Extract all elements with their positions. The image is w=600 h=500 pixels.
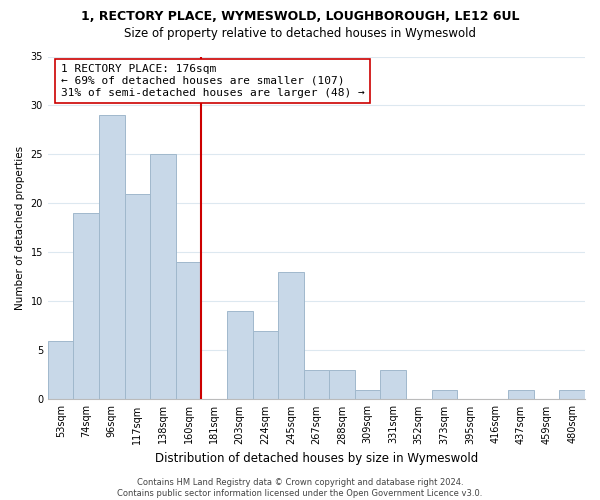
Bar [329,370,355,400]
Bar [227,311,253,400]
Bar [380,370,406,400]
Bar [176,262,202,400]
Bar [278,272,304,400]
Bar [150,154,176,400]
Bar [125,194,150,400]
Bar [304,370,329,400]
Text: Size of property relative to detached houses in Wymeswold: Size of property relative to detached ho… [124,28,476,40]
Bar [99,116,125,400]
Y-axis label: Number of detached properties: Number of detached properties [15,146,25,310]
Bar [253,331,278,400]
Bar [73,214,99,400]
Bar [355,390,380,400]
Text: 1, RECTORY PLACE, WYMESWOLD, LOUGHBOROUGH, LE12 6UL: 1, RECTORY PLACE, WYMESWOLD, LOUGHBOROUG… [81,10,519,23]
Bar [431,390,457,400]
Bar [508,390,534,400]
Bar [48,340,73,400]
X-axis label: Distribution of detached houses by size in Wymeswold: Distribution of detached houses by size … [155,452,478,465]
Text: Contains HM Land Registry data © Crown copyright and database right 2024.
Contai: Contains HM Land Registry data © Crown c… [118,478,482,498]
Text: 1 RECTORY PLACE: 176sqm
← 69% of detached houses are smaller (107)
31% of semi-d: 1 RECTORY PLACE: 176sqm ← 69% of detache… [61,64,364,98]
Bar [559,390,585,400]
